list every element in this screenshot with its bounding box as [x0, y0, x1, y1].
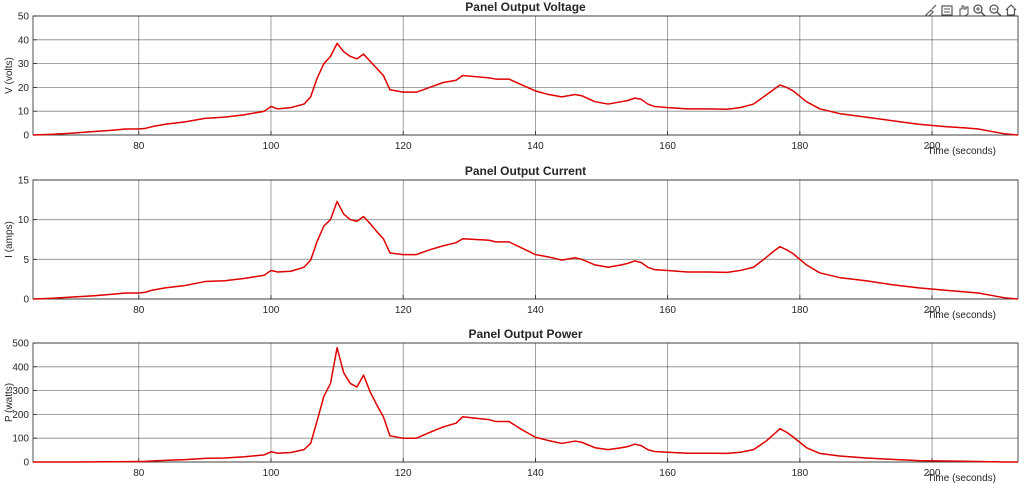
chart-panel-3: 80 100 120 140 160 180 200 0 100 200 300 400 500 Pane…	[4, 327, 1019, 484]
pan-icon[interactable]	[955, 2, 970, 17]
y-tick-label: 100	[12, 434, 29, 445]
x-tick-label: 200	[924, 305, 941, 316]
y-tick-label: 20	[18, 83, 30, 94]
chart-panel-2: 80 100 120 140 160 180 200 0 5 10 15 Panel Output C…	[4, 164, 1019, 321]
y-tick-label: 30	[18, 59, 30, 70]
y-tick-label: 10	[18, 107, 30, 118]
x-tick-label: 180	[792, 141, 809, 152]
y-tick-label: 0	[23, 458, 29, 469]
home-icon[interactable]	[1003, 2, 1018, 17]
axes-box	[32, 179, 1019, 300]
x-tick-label: 140	[527, 468, 544, 479]
x-tick-label: 200	[924, 468, 941, 479]
x-tick-label: 80	[133, 305, 145, 316]
plot-area	[33, 343, 1018, 462]
x-tick-label: 120	[395, 468, 412, 479]
x-tick-label: 200	[924, 141, 941, 152]
chart-panel-1: 80 100 120 140 160 180 200 0 10 20 30 40 50 Panel Out…	[4, 0, 1019, 157]
x-axis-label: Time (seconds)	[927, 473, 996, 484]
chart-title: Panel Output Power	[468, 327, 582, 341]
x-tick-label: 160	[659, 141, 676, 152]
x-tick-label: 140	[527, 141, 544, 152]
zoom-out-icon[interactable]	[987, 2, 1002, 17]
x-tick-label: 180	[792, 305, 809, 316]
x-tick-label: 80	[133, 468, 145, 479]
y-axis-label: V (volts)	[4, 57, 15, 94]
y-tick-label: 15	[18, 176, 30, 187]
x-axis-label: Time (seconds)	[927, 146, 996, 157]
y-tick-label: 40	[18, 35, 30, 46]
x-tick-label: 140	[527, 305, 544, 316]
figure-toolbar	[923, 2, 1018, 18]
x-tick-label: 160	[659, 468, 676, 479]
y-tick-label: 300	[12, 386, 29, 397]
chart-title: Panel Output Voltage	[465, 0, 586, 14]
x-tick-label: 120	[395, 305, 412, 316]
y-axis-label: I (amps)	[4, 221, 15, 258]
axes-box	[32, 15, 1019, 136]
y-axis-label: P (watts)	[4, 383, 15, 422]
series-line-1	[32, 200, 1019, 300]
x-tick-label: 120	[395, 141, 412, 152]
y-tick-label: 10	[18, 215, 30, 226]
x-tick-label: 100	[263, 305, 280, 316]
axes-box	[32, 342, 1019, 463]
zoom-in-icon[interactable]	[971, 2, 986, 17]
x-axis-label: Time (seconds)	[927, 310, 996, 321]
x-tick-label: 160	[659, 305, 676, 316]
series-line-1	[33, 347, 1018, 463]
y-tick-label: 500	[12, 339, 29, 350]
x-tick-label: 100	[263, 468, 280, 479]
y-tick-label: 0	[23, 131, 29, 142]
x-tick-label: 80	[133, 141, 145, 152]
y-tick-label: 0	[23, 295, 29, 306]
y-tick-label: 400	[12, 362, 29, 373]
series-line-1	[32, 42, 1019, 136]
y-tick-label: 5	[23, 255, 29, 266]
x-tick-label: 180	[792, 468, 809, 479]
y-tick-label: 50	[18, 12, 30, 23]
x-tick-label: 100	[263, 141, 280, 152]
chart-title: Panel Output Current	[465, 164, 586, 178]
y-tick-label: 200	[12, 410, 29, 421]
data-tips-icon[interactable]	[939, 2, 954, 17]
